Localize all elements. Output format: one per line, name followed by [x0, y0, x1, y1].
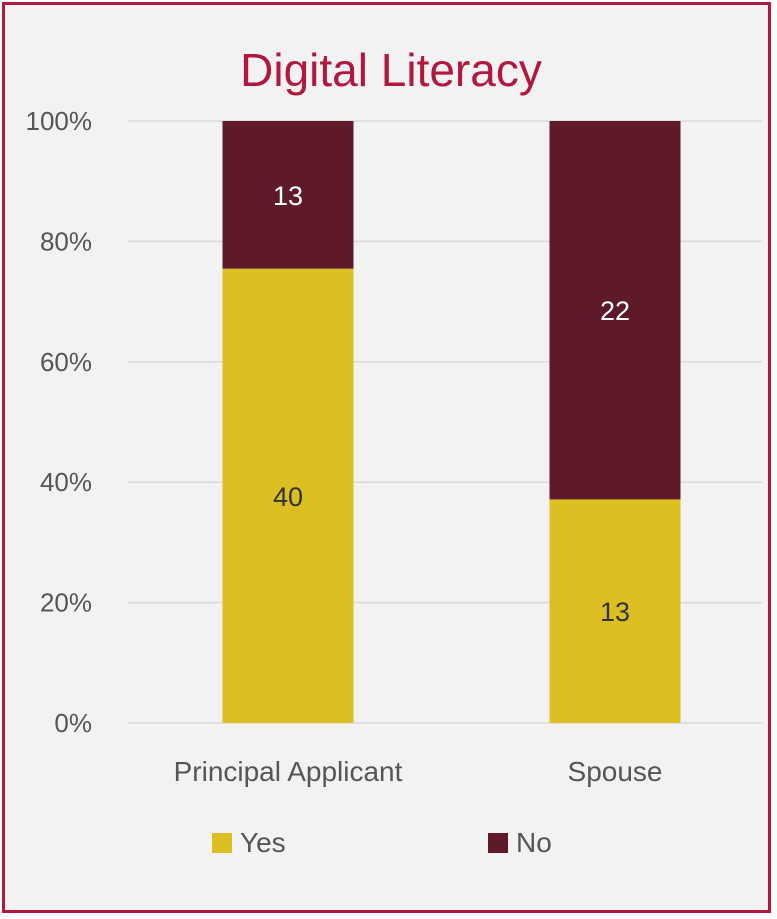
legend-label: Yes: [240, 827, 286, 858]
x-tick-label: Spouse: [568, 756, 663, 787]
data-label: 40: [273, 482, 303, 512]
bar-segment-no: [222, 121, 354, 269]
y-tick-label: 60%: [40, 347, 92, 377]
legend-swatch: [212, 833, 232, 853]
bar-segment-yes: [222, 268, 354, 723]
y-tick-label: 80%: [40, 226, 92, 256]
legend-label: No: [516, 827, 552, 858]
bar-segment-no: [549, 121, 681, 500]
x-tick-label: Principal Applicant: [174, 756, 403, 787]
y-tick-label: 20%: [40, 588, 92, 618]
y-tick-label: 100%: [26, 106, 93, 136]
data-label: 13: [600, 597, 630, 627]
data-label: 13: [273, 181, 303, 211]
y-tick-label: 40%: [40, 467, 92, 497]
data-label: 22: [600, 296, 630, 326]
bar-segment-yes: [549, 499, 681, 723]
chart-title: Digital Literacy: [240, 44, 542, 96]
y-tick-label: 0%: [54, 708, 92, 738]
legend-swatch: [488, 833, 508, 853]
